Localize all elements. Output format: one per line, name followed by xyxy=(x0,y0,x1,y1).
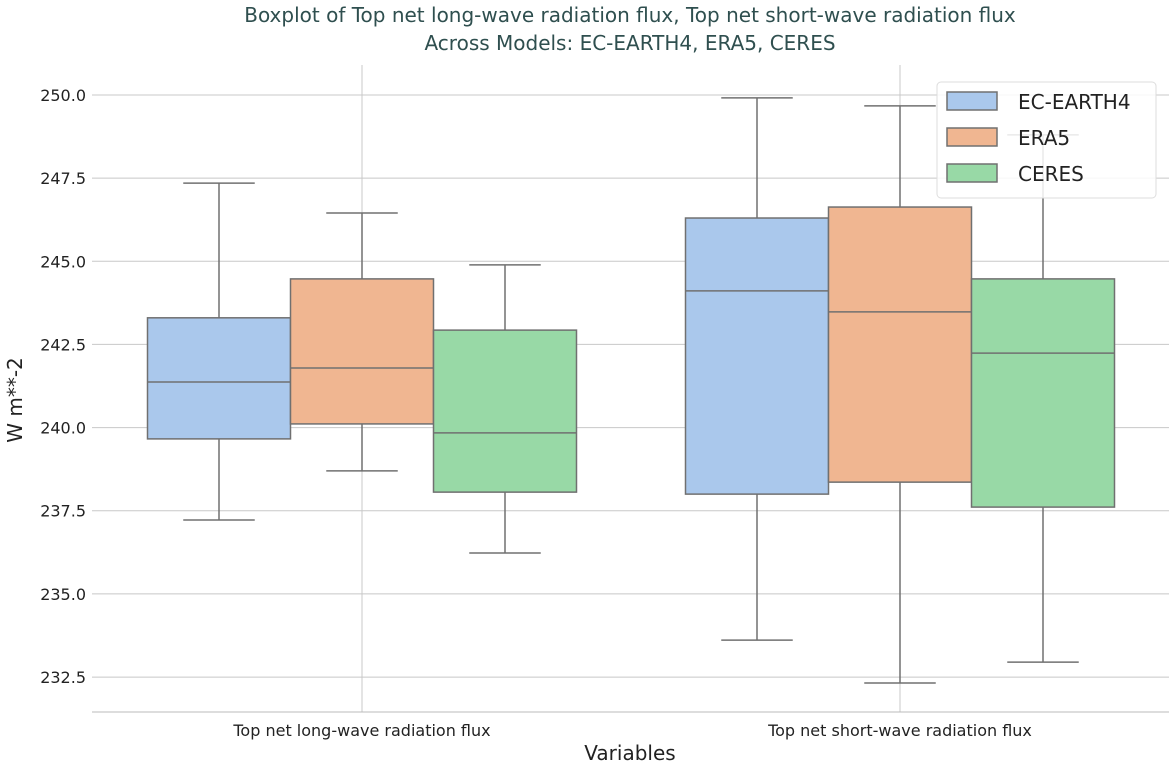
iqr-box xyxy=(289,278,435,425)
box-era5-0 xyxy=(289,212,435,472)
y-tick-label: 245.0 xyxy=(40,252,86,271)
legend-label: ERA5 xyxy=(1018,126,1070,150)
x-axis-label: Variables xyxy=(584,741,675,765)
iqr-box xyxy=(684,217,830,495)
legend-label: EC-EARTH4 xyxy=(1018,90,1131,114)
chart-title-line-2: Across Models: EC-EARTH4, ERA5, CERES xyxy=(424,31,835,55)
x-tick-label: Top net long-wave radiation flux xyxy=(232,721,490,740)
y-tick-label: 250.0 xyxy=(40,86,86,105)
iqr-box xyxy=(827,206,973,483)
y-tick-label: 235.0 xyxy=(40,585,86,604)
y-axis-label: W m**-2 xyxy=(3,357,27,443)
x-tick-label: Top net short-wave radiation flux xyxy=(767,721,1032,740)
iqr-box xyxy=(146,317,292,440)
box-ec-earth4-0 xyxy=(146,182,292,521)
chart-title-line-1: Boxplot of Top net long-wave radiation f… xyxy=(244,3,1016,27)
box-ec-earth4-1 xyxy=(684,97,830,641)
y-tick-label: 247.5 xyxy=(40,169,86,188)
iqr-box xyxy=(432,329,578,493)
box-era5-1 xyxy=(827,105,973,684)
box-ceres-0 xyxy=(432,264,578,554)
iqr-box xyxy=(970,278,1116,508)
y-tick-label: 237.5 xyxy=(40,502,86,521)
legend-swatch xyxy=(946,163,998,183)
y-tick-label: 232.5 xyxy=(40,668,86,687)
legend-swatch xyxy=(946,127,998,147)
y-tick-label: 240.0 xyxy=(40,419,86,438)
legend: EC-EARTH4 ERA5 CERES xyxy=(936,81,1157,199)
y-tick-label: 242.5 xyxy=(40,335,86,354)
legend-swatch xyxy=(946,91,998,111)
box-ceres-1 xyxy=(970,134,1116,663)
legend-label: CERES xyxy=(1018,162,1084,186)
